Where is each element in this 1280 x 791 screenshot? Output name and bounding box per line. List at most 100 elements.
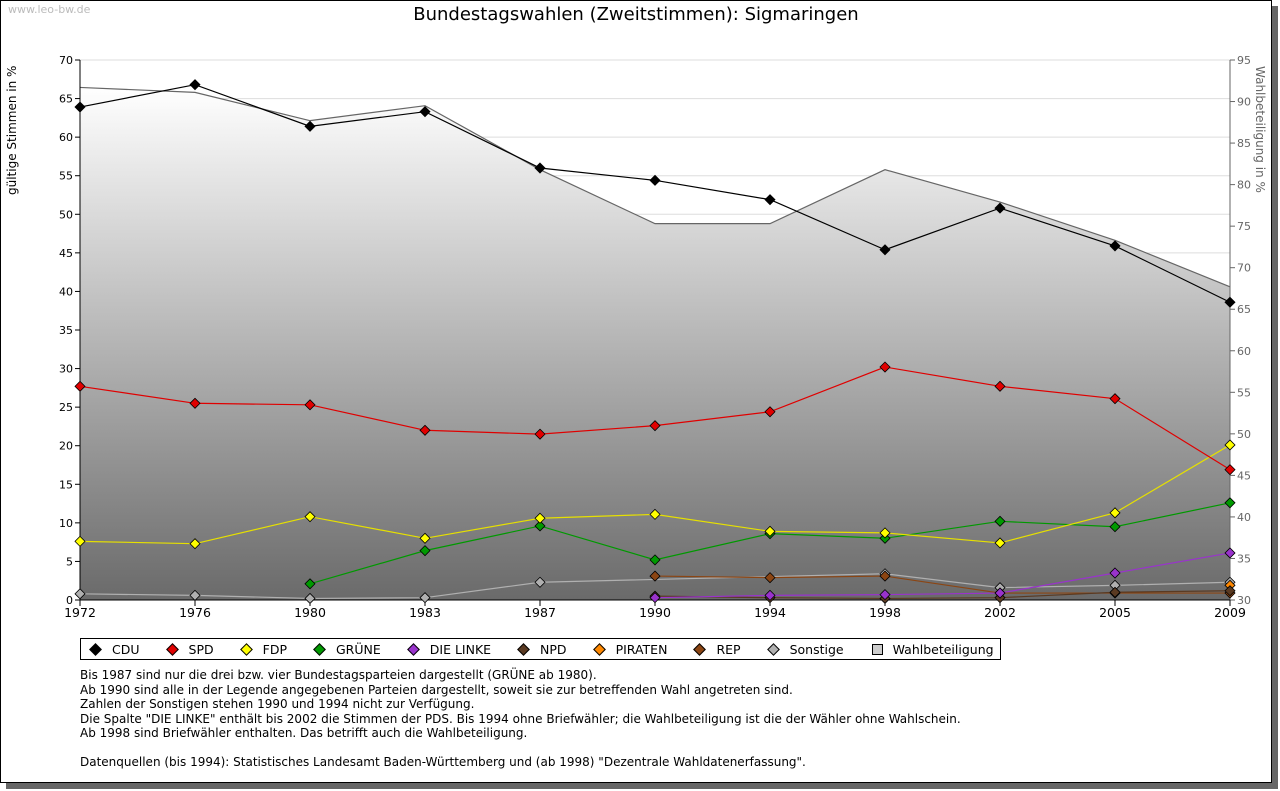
y2-tick-label: 30 [1237,594,1251,607]
marker-cdu [1109,240,1121,252]
x-tick-label: 2009 [1214,605,1246,620]
square-marker-icon [871,643,883,655]
marker-spd [419,424,431,436]
y-tick-label: 20 [59,440,73,453]
marker-rep [764,572,776,584]
marker-fdp [1224,439,1236,451]
marker-spd [764,406,776,418]
marker-fdp [649,508,661,520]
legend-label: GRÜNE [335,641,381,657]
marker-spd [304,399,316,411]
y-tick-label: 35 [59,324,73,337]
x-tick-label: 2005 [1099,605,1131,620]
legend-label: PIRATEN [615,641,668,657]
legend-item: DIE LINKE [403,642,491,657]
marker-grüne [1224,497,1236,509]
marker-sonstige [304,592,316,605]
x-tick-label: 1972 [64,605,96,620]
y2-tick-label: 60 [1237,345,1251,358]
y-tick-label: 30 [59,363,73,376]
marker-cdu [649,174,661,186]
y-tick-label: 60 [59,131,73,144]
marker-fdp [1109,507,1121,519]
legend: CDU SPD FDP GRÜNE DIE LINKE NPD PIRATEN REP Sons… [80,638,1001,660]
marker-fdp [304,511,316,523]
x-tick-label: 1998 [869,605,901,620]
marker-spd [1109,393,1121,405]
marker-cdu [994,202,1006,214]
marker-spd [1224,464,1236,476]
marker-grüne [994,515,1006,527]
marker-spd [994,380,1006,392]
legend-label: REP [716,641,741,657]
legend-item: PIRATEN [589,641,668,657]
legend-item: Sonstige [763,642,844,657]
y2-tick-label: 75 [1237,220,1251,233]
line-die-linke [654,552,1231,599]
x-tick-label: 1987 [524,605,556,620]
marker-fdp [189,538,201,550]
marker-npd [1109,586,1121,598]
marker-fdp [534,512,546,524]
y2-tick-label: 90 [1237,96,1251,109]
x-tick-label: 1983 [409,605,441,620]
note-line: Ab 1990 sind alle in der Legende angegeb… [80,682,793,697]
marker-fdp [994,537,1006,549]
marker-cdu [534,162,546,174]
watermark: www.leo-bw.de [8,3,91,16]
marker-spd [189,397,201,409]
marker-cdu [74,101,86,113]
y-tick-label: 45 [59,247,73,260]
legend-label: FDP [262,641,287,657]
marker-die-linke [1109,567,1121,579]
y-tick-label: 10 [59,517,73,530]
marker-fdp [764,525,776,537]
marker-fdp [74,535,86,547]
note-line: Die Spalte "DIE LINKE" enthält bis 2002 … [80,711,961,726]
marker-grüne [1109,521,1121,533]
marker-rep [649,570,661,582]
marker-spd [534,428,546,440]
note-line: Ab 1998 sind Briefwähler enthalten. Das … [80,726,528,740]
x-tick-label: 2002 [984,605,1016,620]
legend-item: REP [689,641,741,657]
y-tick-label: 70 [59,54,73,67]
marker-cdu [764,194,776,206]
note-line: Bis 1987 sind nur die drei bzw. vier Bun… [80,668,597,682]
marker-npd [1224,585,1236,597]
legend-label: DIE LINKE [429,641,492,657]
line-rep [654,575,1230,594]
marker-grüne [419,545,431,557]
y2-tick-label: 85 [1237,137,1251,150]
line-wahlbeteiligung [79,86,1231,288]
legend-label: Sonstige [789,641,844,657]
marker-sonstige [534,576,546,588]
marker-spd [879,361,891,373]
diamond-marker-icon [693,642,707,656]
marker-spd [74,380,86,392]
y2-tick-label: 35 [1237,552,1251,565]
legend-item: GRÜNE [309,642,381,657]
diamond-marker-icon [313,642,326,656]
marker-die-linke [1224,547,1236,559]
y2-axis-label: Wahlbeteiligung in % [1253,66,1267,193]
y2-tick-label: 55 [1237,386,1251,399]
diamond-marker-icon [89,642,102,656]
marker-die-linke [649,592,661,604]
marker-cdu [419,106,431,118]
legend-label: SPD [188,641,214,657]
marker-sonstige [74,588,86,600]
marker-die-linke [879,589,891,601]
x-tick-label: 1976 [179,605,211,620]
area-wahlbeteiligung [80,87,1230,600]
legend-item: NPD [513,642,567,657]
y-tick-label: 40 [59,285,73,298]
marker-grüne [534,520,546,532]
marker-grüne [304,578,316,590]
diamond-marker-icon [406,642,420,656]
y-tick-label: 15 [59,478,73,491]
chart-title: Bundestagswahlen (Zweitstimmen): Sigmari… [413,4,859,25]
marker-grüne [649,554,661,566]
legend-item: SPD [162,642,214,657]
